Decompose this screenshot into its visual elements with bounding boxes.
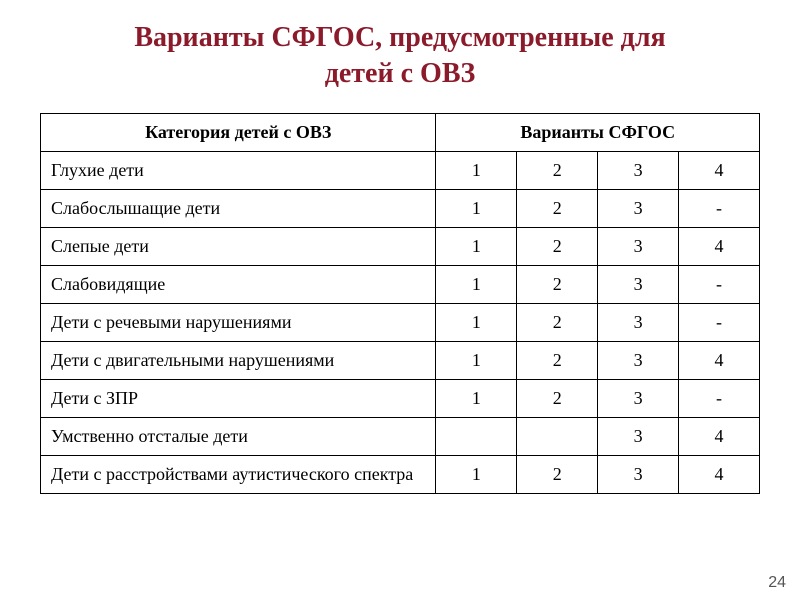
cell-value: 2 — [517, 455, 598, 493]
cell-value: 4 — [679, 227, 760, 265]
cell-value: 4 — [679, 417, 760, 455]
cell-value: - — [679, 379, 760, 417]
cell-value: 1 — [436, 265, 517, 303]
cell-value: 3 — [598, 455, 679, 493]
table-row: Слабовидящие 1 2 3 - — [41, 265, 760, 303]
cell-value: 1 — [436, 303, 517, 341]
cell-value: 3 — [598, 189, 679, 227]
cell-value — [436, 417, 517, 455]
table-row: Умственно отсталые дети 3 4 — [41, 417, 760, 455]
cell-category: Дети с двигательными нарушениями — [41, 341, 436, 379]
cell-category: Дети с ЗПР — [41, 379, 436, 417]
cell-category: Слепые дети — [41, 227, 436, 265]
cell-value: 2 — [517, 303, 598, 341]
title-line-1: Варианты СФГОС, предусмотренные для — [134, 22, 665, 53]
cell-value: 2 — [517, 341, 598, 379]
cell-value: 3 — [598, 303, 679, 341]
cell-value: 1 — [436, 341, 517, 379]
cell-value: 2 — [517, 265, 598, 303]
cell-value: 4 — [679, 151, 760, 189]
cell-value: - — [679, 265, 760, 303]
cell-value: 4 — [679, 455, 760, 493]
cell-value: 3 — [598, 151, 679, 189]
cell-value: 3 — [598, 417, 679, 455]
header-variants: Варианты СФГОС — [436, 113, 760, 151]
cell-value: 1 — [436, 151, 517, 189]
cell-category: Дети с расстройствами аутистического спе… — [41, 455, 436, 493]
table-row: Дети с расстройствами аутистического спе… — [41, 455, 760, 493]
cell-category: Умственно отсталые дети — [41, 417, 436, 455]
table-row: Дети с двигательными нарушениями 1 2 3 4 — [41, 341, 760, 379]
cell-value: 3 — [598, 227, 679, 265]
cell-value: 2 — [517, 151, 598, 189]
variants-table: Категория детей с ОВЗ Варианты СФГОС Глу… — [40, 113, 760, 494]
cell-value: 2 — [517, 189, 598, 227]
page-number: 24 — [768, 574, 786, 592]
cell-value — [517, 417, 598, 455]
cell-category: Слабослышащие дети — [41, 189, 436, 227]
header-category: Категория детей с ОВЗ — [41, 113, 436, 151]
page-title: Варианты СФГОС, предусмотренные для дете… — [0, 0, 800, 103]
cell-category: Слабовидящие — [41, 265, 436, 303]
table-header-row: Категория детей с ОВЗ Варианты СФГОС — [41, 113, 760, 151]
table-container: Категория детей с ОВЗ Варианты СФГОС Глу… — [0, 103, 800, 494]
cell-value: 3 — [598, 265, 679, 303]
cell-value: 2 — [517, 379, 598, 417]
cell-category: Глухие дети — [41, 151, 436, 189]
cell-value: 1 — [436, 227, 517, 265]
cell-value: 1 — [436, 379, 517, 417]
table-row: Глухие дети 1 2 3 4 — [41, 151, 760, 189]
cell-category: Дети с речевыми нарушениями — [41, 303, 436, 341]
table-row: Дети с ЗПР 1 2 3 - — [41, 379, 760, 417]
cell-value: 3 — [598, 341, 679, 379]
cell-value: 3 — [598, 379, 679, 417]
table-row: Дети с речевыми нарушениями 1 2 3 - — [41, 303, 760, 341]
cell-value: 4 — [679, 341, 760, 379]
title-line-2: детей с ОВЗ — [325, 58, 476, 89]
cell-value: - — [679, 303, 760, 341]
cell-value: - — [679, 189, 760, 227]
table-row: Слепые дети 1 2 3 4 — [41, 227, 760, 265]
cell-value: 1 — [436, 189, 517, 227]
cell-value: 2 — [517, 227, 598, 265]
cell-value: 1 — [436, 455, 517, 493]
table-row: Слабослышащие дети 1 2 3 - — [41, 189, 760, 227]
